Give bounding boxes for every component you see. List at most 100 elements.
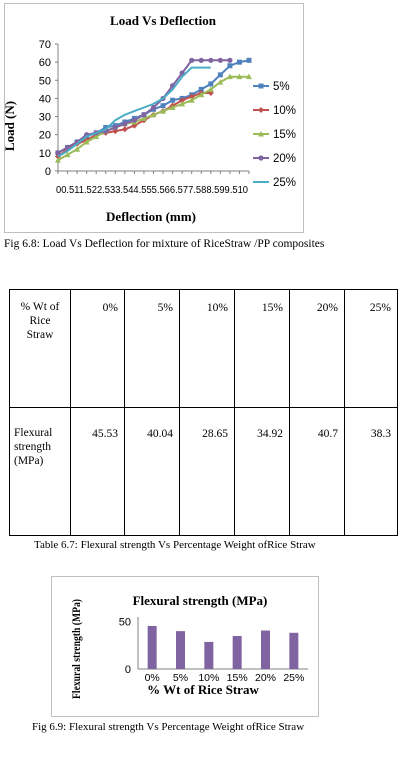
chart2-bar <box>289 632 299 669</box>
chart1-point <box>179 97 186 104</box>
table-header-label-cell: % Wt of Rice Straw <box>9 289 71 408</box>
chart2-xlabel: % Wt of Rice Straw <box>147 682 259 697</box>
table-cell: 45.53 <box>70 407 125 536</box>
chart1-point <box>121 126 128 133</box>
table-header-cell: 25% <box>344 289 398 408</box>
chart1-point <box>217 79 224 85</box>
chart1-point <box>103 124 109 130</box>
chart1-y-tick-label: 30 <box>39 112 51 124</box>
chart1-point <box>207 86 214 92</box>
chart1-point <box>150 104 157 111</box>
table-cell: 40.7 <box>289 407 345 536</box>
figure-6-9-caption: Fig 6.9: Flexural strength Vs Percentage… <box>32 721 305 733</box>
chart1-point <box>188 93 195 100</box>
chart1-x-tick-labels: 00.511.522.533.544.555.566.577.588.599.5… <box>56 185 248 196</box>
chart2-bar <box>261 630 270 669</box>
chart1-series-line <box>57 75 249 161</box>
chart1-point <box>64 144 71 151</box>
chart1-y-tick-label: 10 <box>39 148 51 160</box>
table-row: Flexural strength (MPa) 45.53 40.04 28.6… <box>9 407 398 536</box>
chart1-point <box>208 57 214 63</box>
chart2-bar <box>204 641 214 669</box>
chart2-x-tick-label: 5% <box>173 672 188 684</box>
chart1-y-tick-label: 60 <box>39 57 51 69</box>
chart1-point <box>208 81 214 87</box>
chart2-y-tick-label: 50 <box>119 617 131 629</box>
chart1-point <box>112 124 118 131</box>
table-cell: 38.3 <box>344 407 398 536</box>
chart1-series-2 <box>55 73 252 163</box>
load-deflection-chart-frame: Load Vs Deflection Load (N) Deflection (… <box>2 3 304 233</box>
flexural-strength-chart: Flexural strength (MPa) Flexural strengt… <box>69 593 308 699</box>
flexural-strength-table: % Wt of Rice Straw 0% 5% 10% 15% 20% 25%… <box>9 289 398 536</box>
header-label-line: Rice <box>29 315 51 327</box>
table-cell: 28.65 <box>179 407 235 536</box>
chart1-point <box>217 57 223 63</box>
chart1-point <box>131 117 137 123</box>
chart1-point <box>236 59 242 65</box>
table-header-cell: 0% <box>70 289 125 408</box>
chart1-point <box>160 103 166 109</box>
figure-6-8-caption: Fig 6.8: Load Vs Deflection for mixture … <box>4 238 325 250</box>
chart1-point <box>236 73 243 80</box>
chart1-xlabel: Deflection (mm) <box>106 209 196 224</box>
chart1-point <box>160 108 167 114</box>
chart2-bar <box>232 635 242 669</box>
chart1-point <box>227 63 233 69</box>
chart1-point <box>258 83 264 89</box>
chart1-point <box>198 91 205 98</box>
chart1-legend-label: 5% <box>273 81 290 93</box>
chart2-x-tick-label: 0% <box>145 672 160 684</box>
chart1-point <box>217 72 223 78</box>
table-header-cell: 15% <box>234 289 290 408</box>
table-row-label-cell: Flexural strength (MPa) <box>9 407 71 536</box>
chart1-legend-item: 10% <box>253 105 296 117</box>
chart1-point <box>93 133 100 140</box>
chart1-point <box>170 97 176 103</box>
chart1-legend-item: 25% <box>253 177 296 189</box>
chart1-legend-label: 25% <box>273 177 296 189</box>
chart2-x-tick-label: 15% <box>227 672 248 684</box>
header-label-line: % Wt of <box>20 301 60 313</box>
chart1-legend-item: 20% <box>253 153 296 165</box>
table-header-cell: 5% <box>124 289 180 408</box>
chart2-x-tick-label: 25% <box>283 672 304 684</box>
chart1-point <box>141 112 147 118</box>
chart1-series-3 <box>55 57 233 156</box>
chart1-point <box>198 86 204 92</box>
table-6-7-caption: Table 6.7: Flexural strength Vs Percenta… <box>34 539 316 551</box>
chart1-point <box>246 73 252 80</box>
chart2-y-tick-label: 0 <box>125 664 131 676</box>
chart1-point <box>150 111 157 118</box>
chart1-title: Load Vs Deflection <box>110 13 217 28</box>
table-header-row: % Wt of Rice Straw 0% 5% 10% 15% 20% 25% <box>9 289 398 408</box>
chart1-point <box>246 57 252 63</box>
chart1-y-tick-label: 0 <box>45 166 51 178</box>
table-cell: 40.04 <box>124 407 180 536</box>
row-label-line: (MPa) <box>14 455 44 467</box>
row-label-line: strength <box>14 441 52 453</box>
chart1-ylabel: Load (N) <box>5 101 17 151</box>
chart2-title: Flexural strength (MPa) <box>133 593 268 608</box>
chart2-ylabel: Flexural strength (MPa) <box>69 599 83 699</box>
chart1-point <box>140 115 147 121</box>
chart2-bar <box>147 625 157 669</box>
chart1-point <box>189 57 195 63</box>
chart2-bar <box>176 631 185 669</box>
chart2-x-tick-label: 20% <box>255 672 276 684</box>
chart1-legend-label: 20% <box>273 153 296 165</box>
chart1-point <box>258 155 264 161</box>
chart1-point <box>74 146 81 152</box>
chart1-y-tick-label: 40 <box>39 93 51 105</box>
chart1-legend-item: 15% <box>253 129 296 141</box>
row-label-line: Flexural <box>14 427 53 439</box>
chart1-series-line <box>57 66 211 158</box>
chart1-y-tick-label: 50 <box>39 75 51 87</box>
table-header-cell: 20% <box>289 289 345 408</box>
chart1-point <box>227 57 233 63</box>
chart1-y-tick-label: 20 <box>39 130 51 142</box>
chart1-point <box>169 104 176 110</box>
chart1-point <box>226 73 233 80</box>
chart1-point <box>55 157 61 163</box>
chart1-point <box>64 151 71 158</box>
